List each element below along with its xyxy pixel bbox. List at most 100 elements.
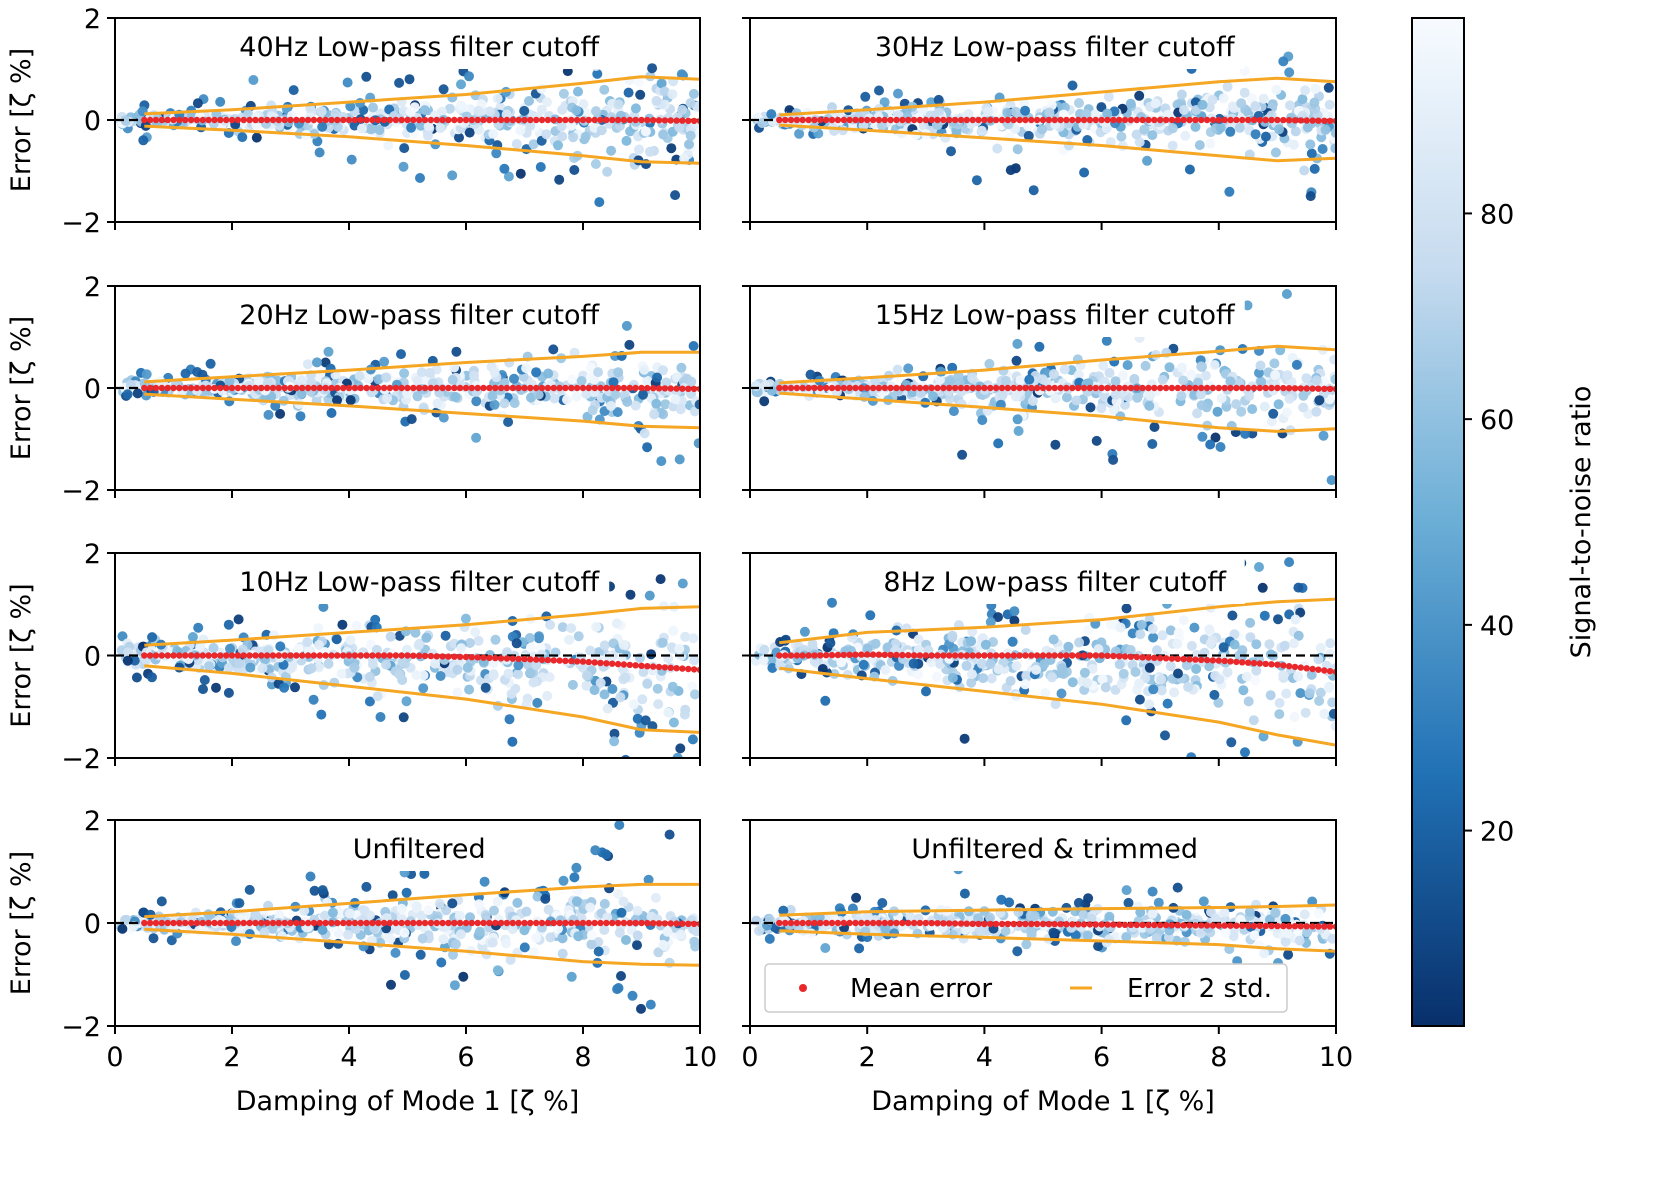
scatter-point bbox=[543, 368, 554, 379]
mean-error-point bbox=[632, 384, 639, 392]
scatter-point bbox=[361, 71, 372, 82]
scatter-point bbox=[1242, 300, 1253, 311]
mean-error-point bbox=[521, 655, 528, 663]
mean-error-point bbox=[211, 919, 218, 927]
scatter-point bbox=[487, 391, 498, 401]
mean-error-point bbox=[875, 116, 883, 124]
mean-error-series bbox=[776, 116, 1336, 125]
mean-error-point bbox=[887, 384, 894, 392]
mean-error-point bbox=[1162, 655, 1170, 662]
mean-error-point bbox=[1297, 385, 1305, 392]
scatter-point bbox=[1274, 698, 1285, 708]
mean-error-point bbox=[1192, 656, 1199, 663]
mean-error-point bbox=[497, 384, 505, 392]
scatter-point bbox=[587, 405, 598, 416]
scatter-point bbox=[421, 632, 432, 643]
scatter-point bbox=[615, 692, 626, 703]
mean-error-point bbox=[776, 116, 783, 124]
scatter-point bbox=[490, 634, 501, 645]
y-axis-label: Error [ζ %] bbox=[6, 316, 37, 460]
scatter-point bbox=[1224, 186, 1235, 197]
scatter-point bbox=[1082, 677, 1093, 688]
mean-error-point bbox=[1239, 384, 1246, 392]
scatter-point bbox=[961, 660, 972, 671]
mean-error-point bbox=[869, 651, 877, 658]
scatter-point bbox=[778, 905, 789, 916]
mean-error-point bbox=[840, 384, 847, 392]
scatter-point bbox=[632, 940, 642, 951]
scatter-point bbox=[758, 655, 769, 666]
scatter-point bbox=[1313, 654, 1324, 665]
scatter-point bbox=[1181, 660, 1192, 671]
scatter-point bbox=[578, 99, 589, 110]
mean-error-point bbox=[1221, 657, 1228, 665]
mean-error-point bbox=[1186, 656, 1193, 663]
mean-error-point bbox=[1239, 116, 1246, 124]
scatter-point bbox=[1179, 105, 1189, 115]
scatter-point bbox=[532, 697, 543, 708]
mean-error-point bbox=[1028, 116, 1035, 124]
mean-error-point bbox=[823, 919, 830, 927]
scatter-point bbox=[657, 637, 668, 648]
scatter-point bbox=[1189, 622, 1200, 633]
scatter-point bbox=[1026, 926, 1037, 937]
mean-error-point bbox=[199, 652, 206, 659]
scatter-point bbox=[406, 414, 417, 425]
mean-error-point bbox=[603, 660, 610, 667]
scatter-point bbox=[326, 408, 337, 418]
scatter-point bbox=[625, 589, 636, 600]
mean-error-point bbox=[328, 116, 335, 124]
mean-error-point bbox=[1297, 117, 1305, 124]
scatter-point bbox=[1134, 694, 1145, 705]
scatter-point bbox=[215, 96, 226, 107]
scatter-point bbox=[437, 106, 447, 117]
x-tick-label: 2 bbox=[223, 1042, 240, 1073]
scatter-point bbox=[368, 102, 378, 113]
scatter-point bbox=[591, 106, 601, 117]
scatter-point bbox=[474, 926, 485, 937]
mean-error-point bbox=[787, 652, 795, 659]
scatter-point bbox=[602, 703, 613, 714]
mean-error-point bbox=[164, 652, 171, 659]
mean-error-point bbox=[846, 116, 853, 124]
mean-error-point bbox=[386, 116, 394, 124]
mean-error-point bbox=[1022, 384, 1029, 392]
scatter-point bbox=[581, 680, 592, 691]
mean-error-point bbox=[322, 116, 329, 124]
scatter-point bbox=[1247, 93, 1257, 104]
scatter-point bbox=[1319, 708, 1330, 719]
mean-error-point bbox=[287, 384, 294, 392]
mean-error-point bbox=[597, 919, 604, 927]
scatter-point bbox=[863, 911, 873, 922]
mean-error-point bbox=[1233, 116, 1240, 124]
mean-error-point bbox=[1028, 652, 1035, 659]
scatter-point bbox=[893, 88, 903, 99]
scatter-point bbox=[764, 933, 775, 944]
x-tick-label: 4 bbox=[340, 1042, 357, 1073]
scatter-point bbox=[1290, 126, 1301, 137]
scatter-point bbox=[462, 662, 473, 673]
mean-error-point bbox=[1209, 657, 1217, 664]
mean-error-point bbox=[823, 652, 830, 659]
scatter-point bbox=[1309, 97, 1320, 108]
scatter-point bbox=[1283, 949, 1294, 960]
scatter-point bbox=[1093, 941, 1104, 952]
mean-error-point bbox=[568, 919, 575, 927]
scatter-point bbox=[1229, 103, 1240, 114]
scatter-point bbox=[1096, 102, 1107, 113]
mean-error-point bbox=[1063, 384, 1070, 392]
panel-plot-area bbox=[750, 864, 1336, 979]
mean-error-point bbox=[1180, 655, 1187, 663]
scatter-point bbox=[1130, 667, 1141, 677]
y-tick-label: 2 bbox=[84, 806, 101, 837]
scatter-point bbox=[1250, 129, 1261, 140]
scatter-point bbox=[330, 109, 341, 119]
scatter-point bbox=[647, 63, 658, 74]
mean-error-point bbox=[787, 919, 795, 927]
panel-plot-area bbox=[115, 39, 700, 208]
mean-error-point bbox=[217, 652, 224, 659]
scatter-point bbox=[449, 362, 460, 373]
mean-error-point bbox=[445, 653, 452, 660]
scatter-point bbox=[1019, 98, 1030, 109]
scatter-point bbox=[323, 658, 334, 669]
